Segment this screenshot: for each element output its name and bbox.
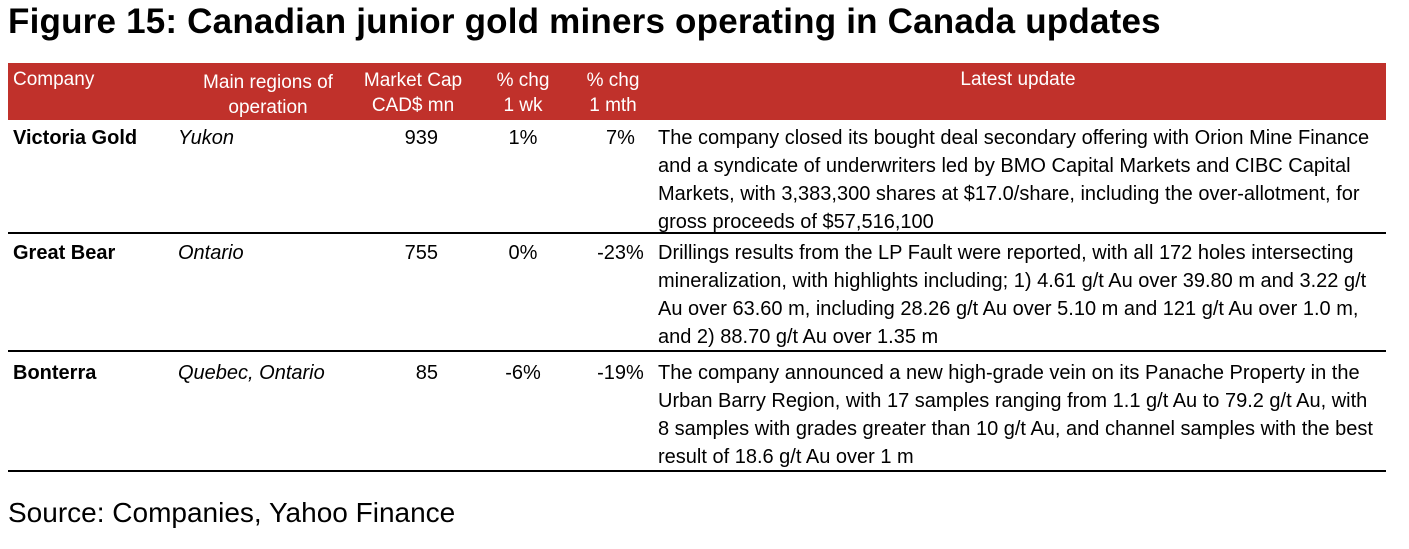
latest-update: The company announced a new high-grade v… (658, 362, 1373, 468)
figure-title: Figure 15: Canadian junior gold miners o… (8, 2, 1161, 41)
company-name: Victoria Gold (13, 127, 138, 149)
header-regions-line1: Main regions of (203, 72, 333, 93)
header-mcap-line2: CAD$ mn (371, 95, 455, 116)
header-wk-line2: 1 wk (503, 95, 543, 116)
company-name: Bonterra (13, 362, 97, 384)
table-header: Company Main regions of operation Market … (8, 63, 1386, 120)
table-row: Great Bear Ontario 755 0% -23% Drillings… (8, 235, 1386, 352)
market-cap: 85 (415, 362, 438, 384)
company-name: Great Bear (13, 242, 116, 264)
header-mcap: Market Cap CAD$ mn (358, 68, 468, 118)
market-cap: 755 (404, 242, 438, 264)
header-mcap-line1: Market Cap (363, 70, 463, 91)
header-mth: % chg 1 mth (573, 68, 653, 118)
header-wk: % chg 1 wk (483, 68, 563, 118)
header-mth-line2: 1 mth (589, 95, 637, 116)
source-note: Source: Companies, Yahoo Finance (8, 497, 456, 528)
header-regions: Main regions of operation (168, 70, 368, 120)
header-wk-line1: % chg (496, 70, 550, 91)
region: Yukon (178, 127, 234, 149)
change-1mth: 7% (606, 127, 635, 149)
region: Ontario (178, 242, 244, 264)
table-row: Bonterra Quebec, Ontario 85 -6% -19% The… (8, 355, 1386, 472)
market-cap: 939 (404, 127, 438, 149)
header-mth-line1: % chg (586, 70, 640, 91)
change-1mth: -23% (597, 242, 644, 264)
header-company: Company (13, 69, 95, 90)
change-1mth: -19% (597, 362, 644, 384)
table-row: Victoria Gold Yukon 939 1% 7% The compan… (8, 120, 1386, 234)
header-regions-line2: operation (228, 97, 308, 118)
header-update: Latest update (960, 69, 1076, 90)
change-1wk: 1% (508, 127, 538, 149)
change-1wk: -6% (505, 362, 541, 384)
change-1wk: 0% (508, 242, 538, 264)
latest-update: The company closed its bought deal secon… (658, 127, 1370, 233)
region: Quebec, Ontario (178, 362, 325, 384)
latest-update: Drillings results from the LP Fault were… (658, 242, 1367, 348)
